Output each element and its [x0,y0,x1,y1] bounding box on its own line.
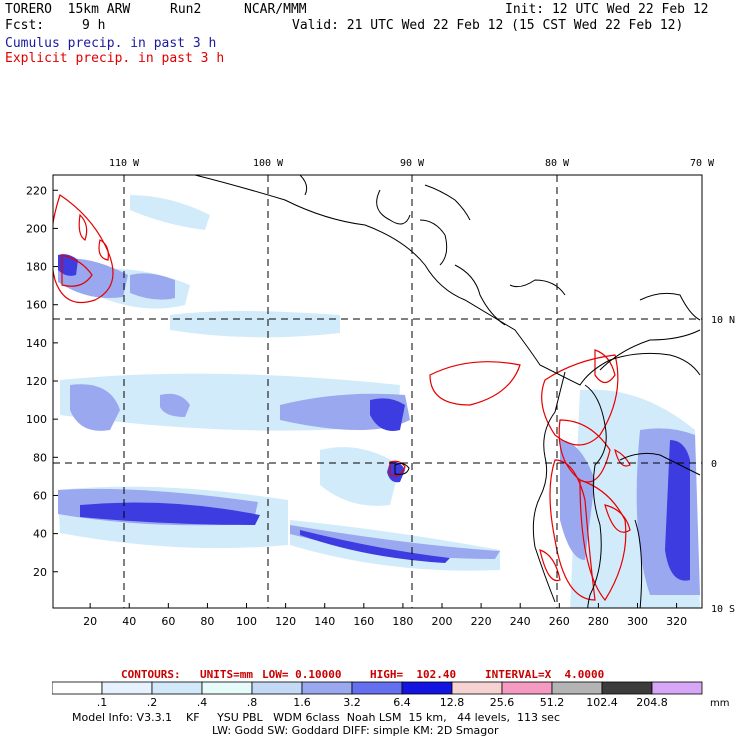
colorbar-swatch [151,681,203,695]
colorbar-unit: mm [710,698,729,709]
colorbar-swatch [301,681,353,695]
y-axis-ticks: 20 40 60 80 100 120 140 160 180 200 220 [26,184,58,579]
x-tick-label: 80 [200,615,214,628]
lat-lon-grid [53,175,702,608]
x-axis-ticks: 20 40 60 80 100 120 140 160 180 200 220 240 260 280 30… [83,603,687,628]
x-tick-label: 220 [471,615,492,628]
plot-area [53,175,702,608]
physics-info: LW: Godd SW: Goddard DIFF: simple KM: 2D… [212,724,499,737]
cumulus-precip-title: Cumulus precip. in past 3 h [5,36,217,51]
x-tick-label: 40 [122,615,136,628]
colorbar-tick-label: .1 [97,696,108,709]
colorbar-tick-label: 204.8 [636,696,668,709]
colorbar-swatch [201,681,253,695]
contours-high: HIGH= 102.40 [370,668,457,681]
longitude-label: 90 W [400,158,425,169]
plot-frame [52,174,703,609]
init-time: Init: 12 UTC Wed 22 Feb 12 [505,2,709,17]
x-tick-label: 60 [161,615,175,628]
colorbar-tick-label: .8 [247,696,258,709]
colorbar-swatch [651,681,703,695]
longitude-label: 110 W [109,158,140,169]
x-tick-label: 260 [549,615,570,628]
x-tick-label: 160 [353,615,374,628]
contours-units: UNITS=mm [200,668,253,681]
longitude-label: 70 W [690,158,715,169]
x-tick-label: 320 [666,615,687,628]
organization-label: NCAR/MMM [244,2,307,17]
y-tick-label: 180 [26,261,47,274]
forecast-label: Fcst: [5,18,45,33]
longitude-label: 80 W [545,158,570,169]
x-tick-label: 300 [627,615,648,628]
colorbar: .1 .2 .4 .8 1.6 3.2 6.4 12.8 25.6 51.2 102.4 204.8 m… [52,681,729,709]
y-tick-label: 60 [33,489,47,502]
colorbar-swatch [101,681,153,695]
colorbar-swatch [551,681,603,695]
colorbar-swatch [451,681,503,695]
y-tick-label: 20 [33,566,47,579]
x-tick-label: 100 [236,615,257,628]
y-tick-label: 200 [26,222,47,235]
x-tick-label: 120 [275,615,296,628]
y-tick-label: 160 [26,299,47,312]
colorbar-tick-label: 1.6 [293,696,311,709]
colorbar-swatch [501,681,553,695]
contours-low: LOW= 0.10000 [262,668,342,681]
colorbar-swatch [351,681,403,695]
model-info: Model Info: V3.3.1 KF YSU PBL WDM 6class… [72,711,560,724]
longitude-label: 100 W [253,158,284,169]
heavy-precip-fields [58,254,690,581]
run-label: Run2 [170,2,202,17]
latitude-labels: 10 N 0 10 S [711,315,735,615]
x-tick-label: 280 [588,615,609,628]
colorbar-swatch [601,681,653,695]
model-name: TORERO 15km ARW [5,2,131,17]
colorbar-tick-label: 12.8 [440,696,465,709]
forecast-hour: 9 h [82,18,106,33]
y-tick-label: 140 [26,337,47,350]
y-tick-label: 40 [33,528,47,541]
x-tick-label: 200 [432,615,453,628]
x-tick-label: 180 [392,615,413,628]
y-tick-label: 220 [26,184,47,197]
colorbar-tick-label: .2 [147,696,158,709]
precip-map: 110 W 100 W 90 W 80 W 70 W 10 N 0 10 S [26,158,735,628]
explicit-precip-contours [53,194,631,602]
x-tick-label: 20 [83,615,97,628]
colorbar-swatch [52,681,103,695]
colorbar-tick-label: .4 [197,696,208,709]
latitude-label: 10 S [711,604,735,615]
y-tick-label: 120 [26,375,47,388]
colorbar-tick-label: 3.2 [343,696,361,709]
y-tick-label: 100 [26,413,47,426]
x-tick-label: 240 [510,615,531,628]
contours-label: CONTOURS: [121,668,181,681]
contours-interval: INTERVAL=X 4.0000 [485,668,605,681]
colorbar-swatch [401,681,453,695]
coastlines [194,175,701,608]
longitude-labels: 110 W 100 W 90 W 80 W 70 W [109,158,715,169]
valid-time: Valid: 21 UTC Wed 22 Feb 12 (15 CST Wed … [292,18,684,33]
latitude-label: 10 N [711,315,735,326]
colorbar-swatch [251,681,303,695]
x-tick-label: 140 [314,615,335,628]
y-tick-label: 80 [33,451,47,464]
colorbar-tick-label: 6.4 [393,696,411,709]
colorbar-tick-label: 51.2 [540,696,565,709]
explicit-precip-title: Explicit precip. in past 3 h [5,51,225,66]
colorbar-tick-label: 102.4 [586,696,618,709]
colorbar-tick-label: 25.6 [490,696,515,709]
latitude-label: 0 [711,459,717,470]
